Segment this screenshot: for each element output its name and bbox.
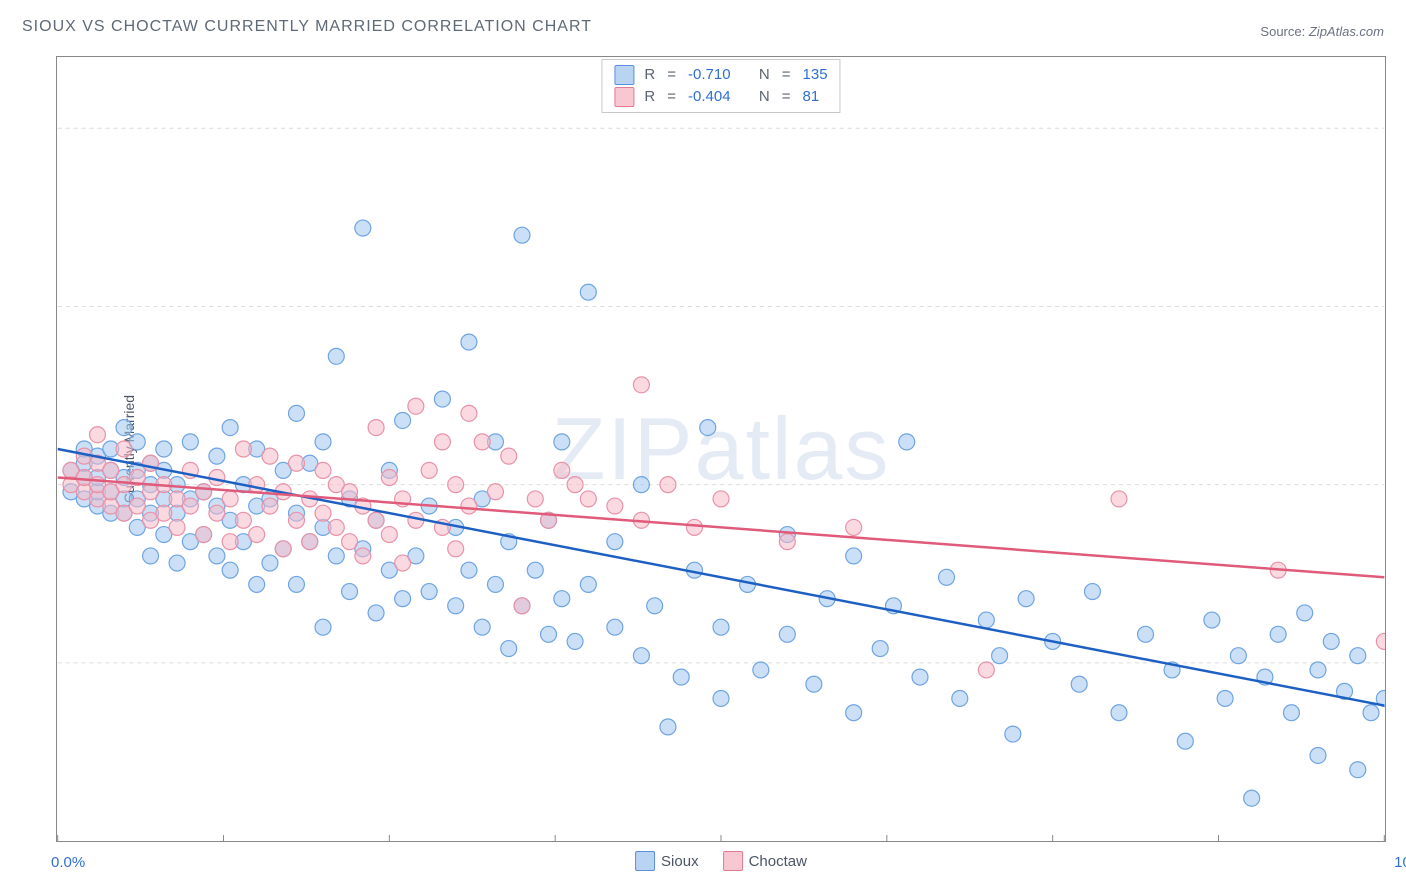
- legend-label-sioux: Sioux: [661, 853, 699, 870]
- x-tick-label-right: 100.0%: [1394, 854, 1406, 871]
- plot-area: Currently Married ZIPatlas R = -0.710 N …: [56, 56, 1386, 842]
- r-value-sioux: -0.710: [688, 64, 731, 86]
- chart-title: SIOUX VS CHOCTAW CURRENTLY MARRIED CORRE…: [22, 18, 592, 36]
- n-value-choctaw: 81: [803, 86, 820, 108]
- legend-swatch-choctaw-b: [723, 851, 743, 871]
- legend-label-choctaw: Choctaw: [749, 853, 807, 870]
- legend-swatch-choctaw: [614, 87, 634, 107]
- legend-swatch-sioux: [614, 65, 634, 85]
- x-tick-label-left: 0.0%: [51, 854, 85, 871]
- legend-row-choctaw: R = -0.404 N = 81: [614, 86, 827, 108]
- n-value-sioux: 135: [803, 64, 828, 86]
- n-label: N: [759, 86, 770, 108]
- legend-swatch-sioux-b: [635, 851, 655, 871]
- chart-container: SIOUX VS CHOCTAW CURRENTLY MARRIED CORRE…: [0, 0, 1406, 892]
- r-value-choctaw: -0.404: [688, 86, 731, 108]
- legend-row-sioux: R = -0.710 N = 135: [614, 64, 827, 86]
- source-label: Source:: [1260, 24, 1305, 39]
- legend-stats: R = -0.710 N = 135 R = -0.404 N = 81: [601, 59, 840, 113]
- legend-series: Sioux Choctaw: [635, 851, 807, 871]
- scatter-svg: [57, 57, 1385, 841]
- legend-item-sioux: Sioux: [635, 851, 699, 871]
- source-attribution: Source: ZipAtlas.com: [1260, 24, 1384, 39]
- source-value: ZipAtlas.com: [1309, 24, 1384, 39]
- r-label: R: [644, 64, 655, 86]
- r-label: R: [644, 86, 655, 108]
- n-label: N: [759, 64, 770, 86]
- legend-item-choctaw: Choctaw: [723, 851, 807, 871]
